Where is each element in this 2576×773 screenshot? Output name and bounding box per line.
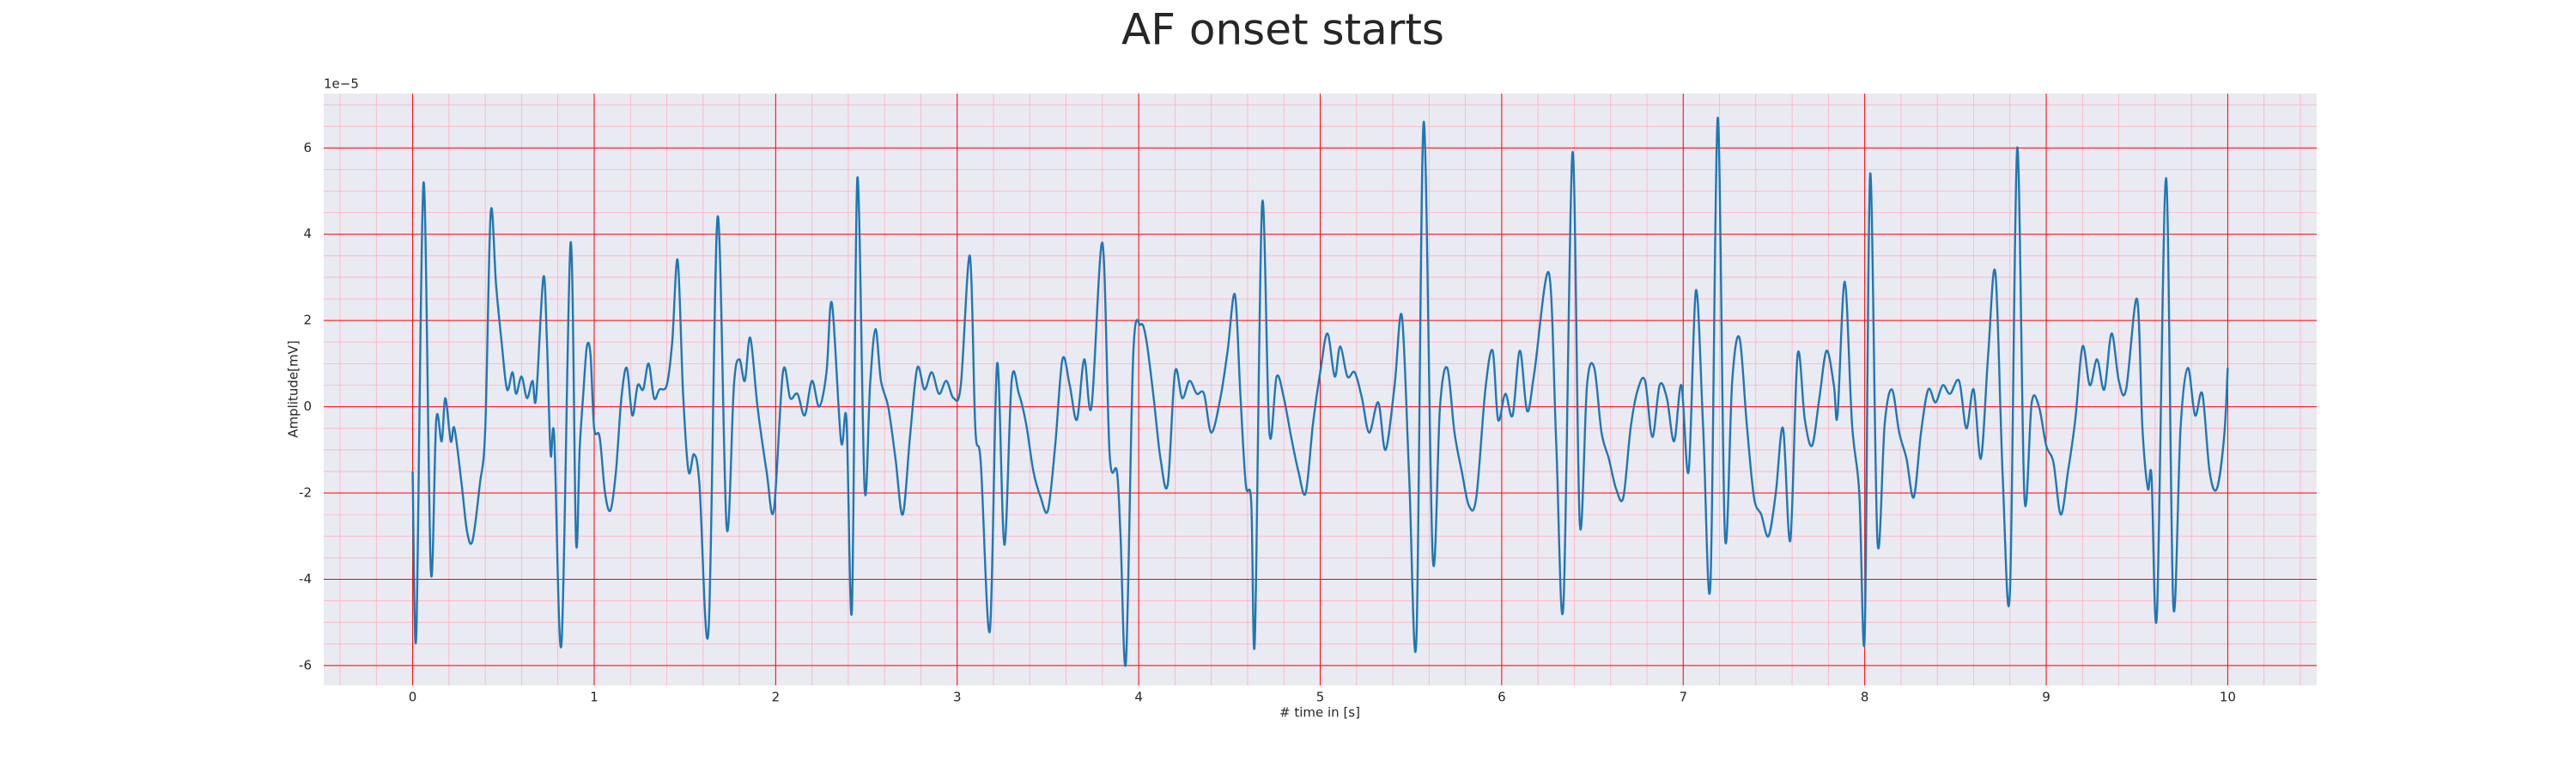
x-tick-label: 8 <box>1861 690 1869 705</box>
y-tick-label: 0 <box>303 399 312 414</box>
y-tick-label: -2 <box>299 485 312 501</box>
x-tick-label: 10 <box>2220 690 2236 705</box>
x-tick-label: 7 <box>1679 690 1687 705</box>
y-tick-label: 4 <box>303 226 312 241</box>
x-tick-label: 0 <box>409 690 417 705</box>
plot-area <box>324 94 2317 685</box>
signal-line <box>411 116 2229 667</box>
x-tick-label: 9 <box>2042 690 2050 705</box>
chart-title: AF onset starts <box>1121 5 1444 55</box>
x-tick-label: 5 <box>1316 690 1325 705</box>
x-tick-label: 6 <box>1498 690 1506 705</box>
x-tick-label: 3 <box>953 690 962 705</box>
x-axis-label: # time in [s] <box>1279 705 1360 721</box>
y-tick-label: 2 <box>303 313 312 328</box>
x-tick-label: 2 <box>772 690 781 705</box>
y-tick-label: 6 <box>303 140 312 155</box>
y-axis-label: Amplitude[mV] <box>286 340 301 437</box>
y-tick-label: -4 <box>299 571 312 587</box>
y-tick-label: -6 <box>299 657 312 673</box>
x-tick-label: 4 <box>1134 690 1143 705</box>
y-offset-label: 1e−5 <box>324 76 359 92</box>
x-tick-label: 1 <box>590 690 598 705</box>
